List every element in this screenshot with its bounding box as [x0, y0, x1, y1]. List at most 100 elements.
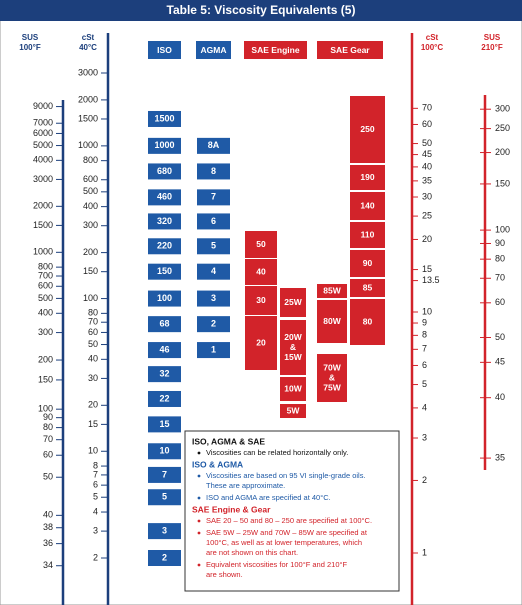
axis-temp: 210°F: [481, 43, 503, 52]
sae-label: 140: [360, 200, 374, 210]
iso-label: 15: [159, 419, 169, 429]
tick-label: 4: [422, 402, 427, 412]
tick-label: 3000: [78, 67, 98, 77]
note-box: [184, 430, 400, 592]
sae-box: [350, 279, 385, 297]
iso-box: [148, 290, 181, 307]
tick-label: 5: [93, 492, 98, 502]
tick-label: 38: [43, 522, 53, 532]
iso-box: [148, 189, 181, 206]
tick-label: 1000: [33, 247, 53, 257]
iso-box: [148, 163, 181, 180]
sae-label: 85: [363, 282, 373, 292]
tick-label: 30: [88, 373, 98, 383]
sae-box: [317, 354, 347, 402]
iso-label: 5: [162, 492, 167, 502]
tick-label: 7000: [33, 118, 53, 128]
agma-box: [197, 163, 230, 180]
iso-label: 68: [159, 319, 169, 329]
tick-label: 3000: [33, 174, 53, 184]
iso-label: 1500: [154, 113, 174, 123]
axis-unit: cSt: [426, 33, 439, 42]
title-bar: [0, 0, 522, 21]
iso-box: [148, 263, 181, 280]
tick-label: 150: [38, 374, 53, 384]
note-text: Equivalent viscosities for 100°F and 210…: [206, 560, 347, 569]
column-header-box: [244, 41, 307, 59]
note-text: Viscosities are based on 95 VI single-gr…: [206, 471, 366, 480]
tick-label: 13.5: [422, 275, 440, 285]
tick-label: 100: [38, 404, 53, 414]
iso-box: [148, 390, 181, 407]
column-header-box: [148, 41, 181, 59]
iso-label: 680: [157, 166, 172, 176]
tick-label: 3: [422, 432, 427, 442]
sae-box: [245, 259, 277, 285]
tick-label: 35: [422, 175, 432, 185]
sae-label: &: [290, 342, 296, 352]
tick-label: 4000: [33, 155, 53, 165]
sae-box: [245, 231, 277, 258]
iso-label: 150: [157, 266, 172, 276]
axis-temp: 100°F: [19, 43, 41, 52]
tick-label: 15: [88, 419, 98, 429]
agma-label: 5: [211, 241, 216, 251]
sae-box: [317, 300, 347, 343]
agma-box: [197, 238, 230, 255]
sae-label: 90: [363, 258, 373, 268]
tick-label: 200: [83, 247, 98, 257]
tick-label: 90: [495, 238, 505, 248]
tick-label: 50: [88, 339, 98, 349]
agma-box: [197, 342, 230, 359]
sae-box: [350, 250, 385, 277]
agma-box: [197, 137, 230, 154]
sae-label: 80: [363, 316, 373, 326]
tick-label: 300: [38, 327, 53, 337]
tick-label: 7: [422, 344, 427, 354]
tick-label: 20: [422, 234, 432, 244]
tick-label: 34: [43, 560, 53, 570]
iso-box: [148, 550, 181, 566]
tick-label: 6: [93, 480, 98, 490]
axis-unit: cSt: [82, 33, 95, 42]
sae-label: &: [329, 372, 335, 382]
tick-label: 400: [83, 201, 98, 211]
tick-label: 400: [38, 308, 53, 318]
tick-label: 5: [422, 379, 427, 389]
bullet: [197, 531, 201, 535]
tick-label: 80: [88, 308, 98, 318]
note-text: SAE 20 – 50 and 80 – 250 are specified a…: [206, 516, 372, 525]
sae-label: 40: [256, 266, 266, 276]
iso-label: 32: [159, 369, 169, 379]
agma-box: [197, 290, 230, 307]
iso-box: [148, 137, 181, 154]
iso-label: 46: [159, 344, 169, 354]
tick-label: 200: [495, 147, 510, 157]
bullet: [197, 451, 201, 455]
iso-box: [148, 110, 181, 127]
sae-box: [350, 192, 385, 220]
iso-box: [148, 213, 181, 230]
sae-label: 25W: [284, 297, 302, 307]
note-heading: ISO & AGMA: [192, 459, 243, 469]
sae-label: 250: [360, 124, 374, 134]
tick-label: 2: [93, 552, 98, 562]
tick-label: 50: [422, 138, 432, 148]
sae-box: [280, 320, 306, 375]
agma-box: [197, 189, 230, 206]
sae-label: 190: [360, 172, 374, 182]
tick-label: 40: [43, 510, 53, 520]
tick-label: 2000: [33, 201, 53, 211]
iso-box: [148, 238, 181, 255]
column-header: SAE Engine: [251, 45, 299, 55]
tick-label: 100: [83, 293, 98, 303]
note-text: are shown.: [206, 570, 243, 579]
agma-box: [197, 213, 230, 230]
iso-box: [148, 316, 181, 333]
sae-label: 10W: [284, 383, 302, 393]
sae-label: 110: [361, 229, 375, 239]
tick-label: 300: [495, 104, 510, 114]
tick-label: 800: [83, 155, 98, 165]
iso-label: 7: [162, 469, 167, 479]
iso-label: 22: [159, 393, 169, 403]
